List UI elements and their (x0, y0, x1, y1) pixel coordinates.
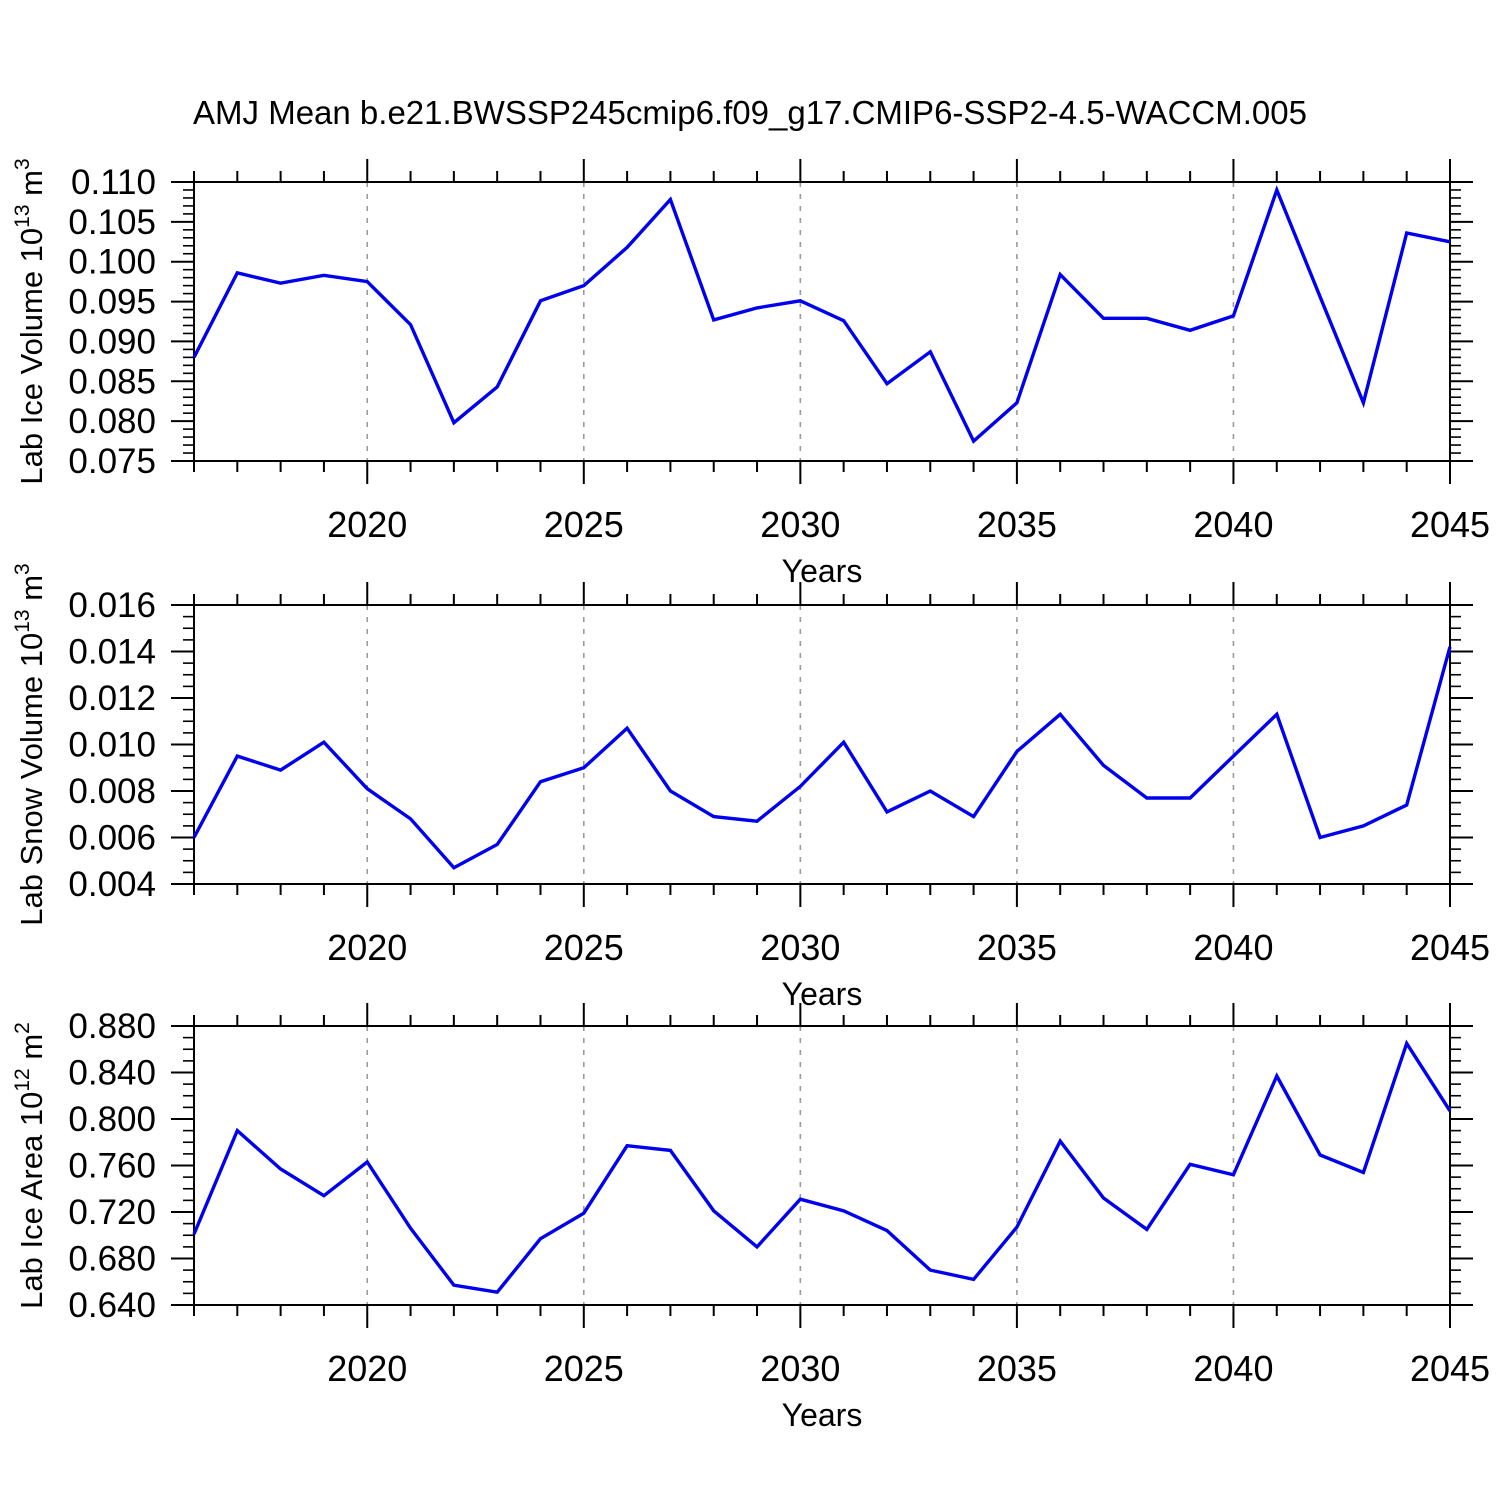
y-axis-tick-label: 0.008 (68, 772, 156, 811)
x-axis-title: Years (782, 976, 863, 1012)
y-axis-tick-label: 0.105 (68, 203, 156, 242)
x-axis-tick-label: 2020 (327, 1348, 407, 1389)
data-line (192, 1039, 1452, 1295)
y-axis-tick-label: 0.680 (68, 1240, 156, 1279)
x-axis-title: Years (782, 553, 863, 589)
chart-title: AMJ Mean b.e21.BWSSP245cmip6.f09_g17.CMI… (193, 94, 1307, 131)
y-axis-tick-label: 0.080 (68, 402, 156, 441)
y-axis-tick-label: 0.720 (68, 1193, 156, 1232)
y-axis-tick-label: 0.004 (68, 865, 156, 904)
y-axis-tick-label: 0.010 (68, 726, 156, 765)
x-axis-tick-label: 2025 (544, 927, 624, 968)
x-axis-tick-label: 2045 (1410, 1348, 1490, 1389)
x-axis-tick-label: 2040 (1193, 927, 1273, 968)
panel-lab-snow-volume: 0.004 0.006 0.008 0.010 0.012 0.014 0.016 2020 2… (11, 563, 1490, 1012)
x-axis-tick-label: 2030 (760, 927, 840, 968)
x-axis-tick-label: 2020 (327, 927, 407, 968)
x-axis-tick-label: 2040 (1193, 504, 1273, 545)
x-axis-tick-label: 2045 (1410, 927, 1490, 968)
x-axis-tick-label: 2040 (1193, 1348, 1273, 1389)
y-axis-tick-label: 0.100 (68, 243, 156, 282)
y-axis-tick-label: 0.110 (71, 163, 156, 202)
data-line (192, 185, 1451, 444)
y-axis-title: Lab Snow Volume 1013 m3 (11, 563, 49, 925)
y-axis-tick-label: 0.760 (68, 1147, 156, 1186)
x-axis-tick-label: 2030 (760, 1348, 840, 1389)
y-axis-title: Lab Ice Volume 1013 m3 (11, 158, 49, 484)
y-axis-tick-label: 0.012 (68, 679, 156, 718)
y-axis-tick-label: 0.090 (68, 322, 156, 361)
plot-frame (193, 181, 1451, 462)
y-axis-tick-label: 0.880 (68, 1007, 156, 1046)
y-axis-title: Lab Ice Area 1012 m2 (11, 1022, 49, 1309)
x-axis-tick-label: 2045 (1410, 504, 1490, 545)
panel-lab-ice-volume: 0.0750.0800.0850.0900.0950.1000.1050.110… (11, 158, 1490, 589)
y-axis-tick-label: 0.095 (68, 283, 156, 322)
y-axis-tick-label: 0.006 (68, 819, 156, 858)
plot-frame (193, 604, 1451, 885)
y-axis-tick-label: 0.016 (68, 586, 156, 625)
plot-frame (193, 1025, 1451, 1306)
x-axis-tick-label: 2025 (544, 1348, 624, 1389)
x-axis-tick-label: 2035 (977, 504, 1057, 545)
y-axis-tick-label: 0.840 (68, 1054, 156, 1093)
x-axis-tick-label: 2030 (760, 504, 840, 545)
x-axis-tick-label: 2020 (327, 504, 407, 545)
y-axis-tick-label: 0.800 (68, 1100, 156, 1139)
y-axis-tick-label: 0.085 (68, 362, 156, 401)
x-axis-title: Years (782, 1397, 863, 1433)
data-line (192, 646, 1452, 870)
x-axis-tick-label: 2025 (544, 504, 624, 545)
y-axis-tick-label: 0.075 (68, 442, 156, 481)
x-axis-tick-label: 2035 (977, 1348, 1057, 1389)
panel-lab-ice-area: 0.640 0.680 0.720 0.760 0.800 0.840 0.880 2020 2… (11, 1003, 1490, 1433)
y-axis-tick-label: 0.640 (68, 1286, 156, 1325)
y-axis-tick-label: 0.014 (68, 633, 156, 672)
x-axis-tick-label: 2035 (977, 927, 1057, 968)
